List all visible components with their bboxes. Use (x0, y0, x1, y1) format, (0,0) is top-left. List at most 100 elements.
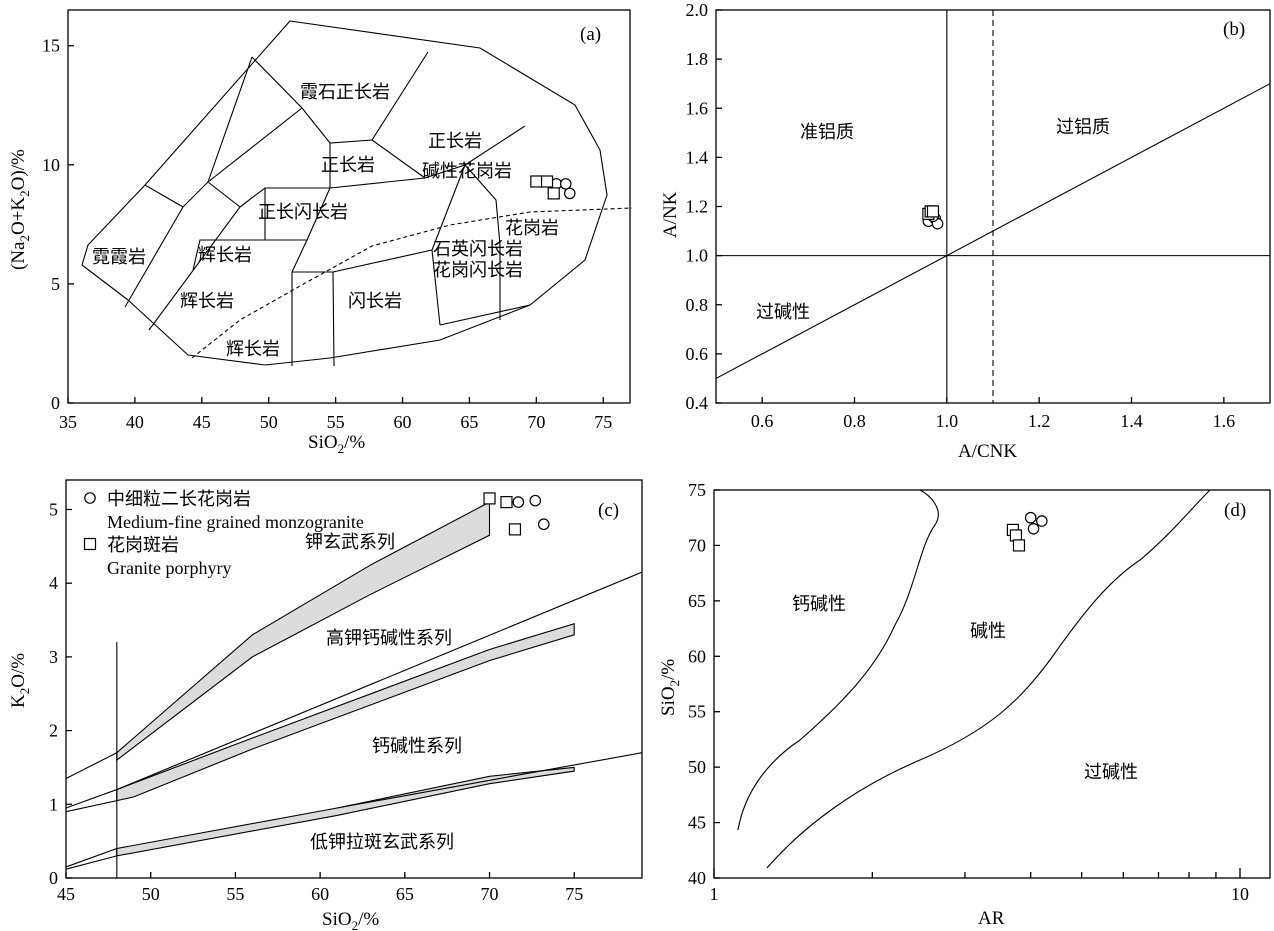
boundary-line (116, 571, 643, 791)
panel-d-label: (d) (1224, 500, 1246, 521)
x-tick-label: 1.2 (1028, 411, 1051, 431)
y-tick-label: 40 (688, 868, 706, 888)
x-tick-label: 60 (394, 412, 412, 432)
panel-a-ticks: 35 40 45 50 55 60 65 70 75 0 5 10 15 (42, 36, 612, 432)
field-label: 闪长岩 (348, 291, 402, 312)
y-tick-label: 45 (688, 813, 706, 833)
data-point (1036, 515, 1048, 527)
x-tick-label: 0.8 (843, 411, 866, 431)
y-tick-label: 70 (688, 535, 706, 555)
y-tick-label: 2.0 (686, 0, 709, 20)
y-tick-label: 10 (42, 155, 60, 175)
boundary-line (65, 855, 117, 870)
data-point (1012, 539, 1026, 552)
x-tick-label: 1.6 (1213, 411, 1236, 431)
x-tick-label: 65 (460, 412, 478, 432)
panel-a: 35 40 45 50 55 60 65 70 75 0 5 10 15 (a) SiO2/% (Na2… (8, 9, 633, 456)
field-label: 正长闪长岩 (258, 202, 348, 223)
y-tick-label: 50 (688, 757, 706, 777)
field-label: 花岗闪长岩 (433, 260, 523, 281)
x-tick-label: 1.4 (1120, 411, 1143, 431)
field-label: 过碱性 (1084, 762, 1138, 783)
data-point (1024, 511, 1037, 524)
field-label: 辉长岩 (180, 291, 234, 312)
panel-b-xlabel: A/CNK (958, 441, 1017, 462)
panel-c-ylabel: K2O/% (8, 653, 32, 708)
panel-a-points (530, 175, 576, 200)
y-tick-label: 1.0 (686, 246, 709, 266)
y-tick-label: 5 (51, 274, 60, 294)
panel-b-ylabel: A/NK (660, 191, 681, 238)
panel-d-frame (713, 489, 1271, 879)
panel-b-label: (b) (1223, 19, 1245, 40)
panel-c-frame (65, 479, 643, 879)
x-tick-label: 35 (59, 412, 77, 432)
legend-label: Granite porphyry (107, 558, 231, 578)
field-label: 过碱性 (756, 302, 810, 323)
x-tick-label: 45 (57, 884, 75, 904)
data-point (559, 178, 572, 190)
field-label: 正长岩 (321, 155, 375, 176)
data-point (1027, 522, 1040, 535)
x-tick-label: 70 (481, 884, 499, 904)
x-tick-label: 45 (193, 412, 211, 432)
boundary-line (65, 752, 118, 779)
data-point (537, 518, 550, 531)
legend-label: 中细粒二长花岗岩 (107, 489, 251, 510)
panel-d-ylabel: SiO2/% (658, 659, 682, 716)
y-tick-label: 0.4 (686, 393, 709, 413)
x-tick-label: 55 (327, 412, 345, 432)
field-label: 辉长岩 (226, 339, 280, 360)
y-tick-label: 75 (688, 480, 706, 500)
x-tick-label: 40 (126, 412, 144, 432)
y-tick-label: 1.6 (686, 98, 709, 118)
y-tick-label: 15 (42, 36, 60, 56)
panel-d-xlabel: AR (978, 908, 1005, 929)
data-point (512, 496, 525, 508)
series-boundary-band (116, 622, 575, 802)
data-point (483, 492, 496, 505)
data-point (540, 175, 554, 188)
y-tick-label: 0.6 (686, 344, 709, 364)
field-label: 碱性花岗岩 (422, 161, 512, 182)
y-tick-label: 55 (688, 702, 706, 722)
panel-d-ticks: 1 10 40 45 50 55 60 65 70 75 (688, 480, 1249, 904)
panel-d-field-lines (737, 489, 1211, 869)
x-tick-label: 0.6 (751, 411, 774, 431)
y-tick-label: 0 (49, 868, 58, 888)
x-tick-label: 75 (594, 412, 612, 432)
x-tick-label: 50 (142, 884, 160, 904)
field-label: 正长岩 (428, 131, 482, 152)
panel-a-field-labels: 霓霞岩 辉长岩辉长岩辉长岩正长闪长岩正长岩霞石正长岩正长岩碱性花岗岩石英闪长岩花岗… (92, 82, 559, 360)
panel-b-points (922, 205, 944, 230)
series-boundary-band (116, 501, 491, 762)
y-tick-label: 0 (51, 393, 60, 413)
field-label: 过铝质 (1056, 117, 1110, 138)
panel-c-xlabel: SiO2/% (322, 909, 379, 931)
y-tick-label: 3 (49, 647, 58, 667)
field-label: 霞石正长岩 (300, 82, 390, 103)
data-point (508, 523, 522, 536)
y-tick-label: 65 (688, 591, 706, 611)
legend-marker (83, 537, 97, 551)
panel-a-frame (67, 9, 631, 404)
data-point (500, 496, 513, 509)
y-tick-label: 60 (688, 646, 706, 666)
x-tick-label: 50 (260, 412, 278, 432)
y-tick-label: 0.8 (686, 295, 709, 315)
legend-label: Medium-fine grained monzogranite (107, 512, 364, 532)
boundary-line (65, 848, 118, 868)
y-tick-label: 1.4 (686, 147, 709, 167)
field-label: 碱性 (970, 621, 1006, 642)
panel-b-field-lines (715, 10, 1271, 403)
data-point (529, 494, 542, 507)
x-tick-label: 55 (226, 884, 244, 904)
legend-label: 花岗斑岩 (107, 535, 179, 556)
panel-b: 0.6 0.8 1.0 1.2 1.4 1.6 0.4 0.6 0.8 1.0 1.2 1.4 1.6 1… (660, 0, 1271, 462)
